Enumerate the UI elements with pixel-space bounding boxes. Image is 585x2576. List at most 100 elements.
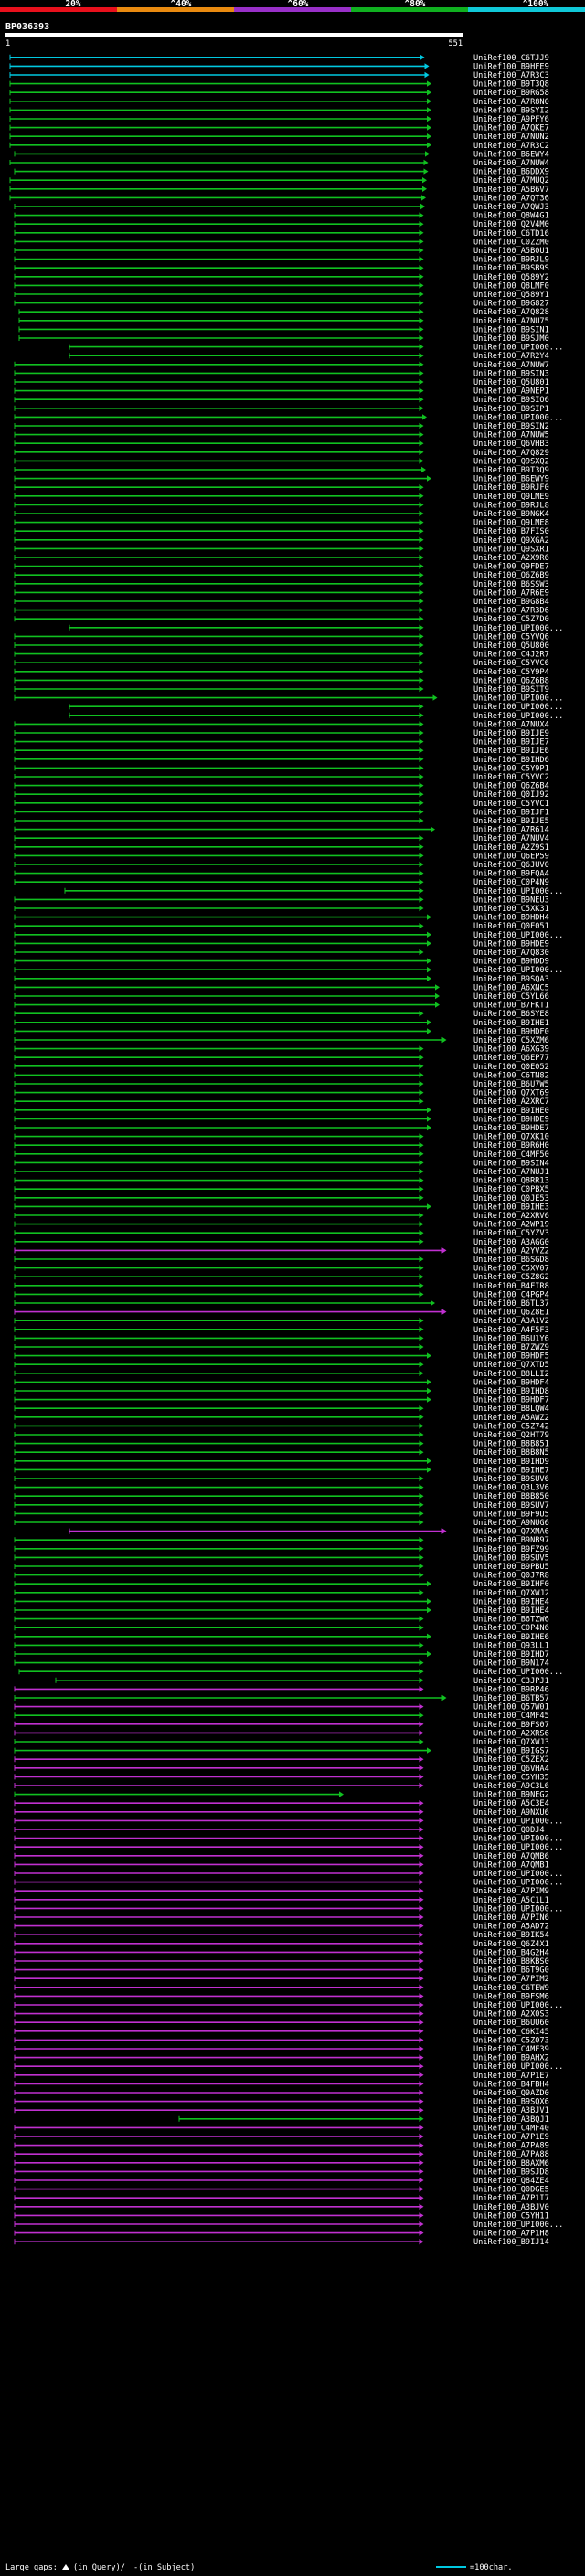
hit-label[interactable]: UniRef100_C5Z8G2 [473, 1273, 549, 1282]
hit-label[interactable]: UniRef100_UPI000... [473, 1843, 563, 1852]
hit-label[interactable]: UniRef100_Q0E051 [473, 922, 549, 931]
hit-label[interactable]: UniRef100_A7QMB1 [473, 1860, 549, 1870]
hit-label[interactable]: UniRef100_A7R6E9 [473, 588, 549, 598]
hit-label[interactable]: UniRef100_B6U7W5 [473, 1080, 549, 1089]
hit-label[interactable]: UniRef100_C5Y9P1 [473, 764, 549, 773]
hit-label[interactable]: UniRef100_Q0J7R8 [473, 1572, 549, 1581]
hit-label[interactable]: UniRef100_UPI000... [473, 2062, 563, 2072]
hit-label[interactable]: UniRef100_B9FZ99 [473, 1545, 549, 1554]
hit-label[interactable]: UniRef100_B9SYI2 [473, 106, 549, 115]
hit-label[interactable]: UniRef100_B9IJ14 [473, 2238, 549, 2247]
hit-label[interactable]: UniRef100_A7QT36 [473, 194, 549, 203]
hit-label[interactable]: UniRef100_C5Y9P4 [473, 668, 549, 677]
hit-label[interactable]: UniRef100_A7R3C3 [473, 71, 549, 80]
hit-label[interactable]: UniRef100_A2WP19 [473, 1221, 549, 1230]
hit-label[interactable]: UniRef100_Q6JUV0 [473, 861, 549, 870]
hit-label[interactable]: UniRef100_B6T9G0 [473, 1966, 549, 1976]
hit-label[interactable]: UniRef100_A2X0S3 [473, 2010, 549, 2019]
hit-label[interactable]: UniRef100_A7NUW5 [473, 431, 549, 440]
hit-label[interactable]: UniRef100_A9PFY6 [473, 115, 549, 124]
hit-label[interactable]: UniRef100_A7PIM9 [473, 1887, 549, 1896]
hit-label[interactable]: UniRef100_B8AXM6 [473, 2159, 549, 2168]
hit-label[interactable]: UniRef100_B9SIN1 [473, 325, 549, 334]
hit-label[interactable]: UniRef100_Q0DJ4 [473, 1826, 545, 1835]
hit-label[interactable]: UniRef100_Q6Z8E1 [473, 1309, 549, 1318]
hit-label[interactable]: UniRef100_B8B851 [473, 1440, 549, 1449]
hit-label[interactable]: UniRef100_C5YVQ6 [473, 632, 549, 641]
hit-label[interactable]: UniRef100_Q6EP59 [473, 852, 549, 861]
hit-label[interactable]: UniRef100_B9IHE6 [473, 1633, 549, 1642]
hit-label[interactable]: UniRef100_A2YVZ2 [473, 1246, 549, 1256]
hit-label[interactable]: UniRef100_A3BJV0 [473, 2203, 549, 2212]
hit-label[interactable]: UniRef100_A4F5F3 [473, 1326, 549, 1335]
hit-label[interactable]: UniRef100_B9IJE9 [473, 729, 549, 738]
hit-label[interactable]: UniRef100_B9NB97 [473, 1536, 549, 1545]
hit-label[interactable]: UniRef100_A7R614 [473, 826, 549, 835]
hit-label[interactable]: UniRef100_Q589Y1 [473, 291, 549, 300]
hit-label[interactable]: UniRef100_Q6VHA4 [473, 1765, 549, 1774]
hit-label[interactable]: UniRef100_Q7XK10 [473, 1133, 549, 1142]
hit-label[interactable]: UniRef100_Q6Z6B4 [473, 782, 549, 791]
hit-label[interactable]: UniRef100_A7R2Y4 [473, 352, 549, 361]
hit-label[interactable]: UniRef100_B9IJE6 [473, 747, 549, 756]
hit-label[interactable]: UniRef100_Q8W4G1 [473, 212, 549, 221]
hit-label[interactable]: UniRef100_B9RJF0 [473, 483, 549, 493]
hit-label[interactable]: UniRef100_C0ZZM0 [473, 238, 549, 247]
hit-label[interactable]: UniRef100_B9HDF7 [473, 1396, 549, 1405]
hit-label[interactable]: UniRef100_C5XZM6 [473, 1036, 549, 1045]
hit-label[interactable]: UniRef100_C5YVC6 [473, 659, 549, 668]
hit-label[interactable]: UniRef100_A2Z9S1 [473, 843, 549, 853]
hit-label[interactable]: UniRef100_B9IGS7 [473, 1747, 549, 1756]
hit-label[interactable]: UniRef100_C4MF39 [473, 2045, 549, 2054]
hit-label[interactable]: UniRef100_Q6EP77 [473, 1054, 549, 1063]
hit-label[interactable]: UniRef100_A7PA88 [473, 2150, 549, 2159]
hit-label[interactable]: UniRef100_A7NUX4 [473, 720, 549, 729]
hit-label[interactable]: UniRef100_B9SIN2 [473, 422, 549, 431]
hit-label[interactable]: UniRef100_B7ZWZ9 [473, 1343, 549, 1352]
hit-label[interactable]: UniRef100_A7P1I7 [473, 2194, 549, 2203]
hit-label[interactable]: UniRef100_B9HDH4 [473, 914, 549, 923]
hit-label[interactable]: UniRef100_C6TEW9 [473, 1984, 549, 1993]
hit-label[interactable]: UniRef100_A6XNC5 [473, 983, 549, 992]
hit-label[interactable]: UniRef100_Q9AZD0 [473, 2089, 549, 2098]
hit-label[interactable]: UniRef100_B9G827 [473, 300, 549, 309]
hit-label[interactable]: UniRef100_C4MF50 [473, 1150, 549, 1160]
hit-label[interactable]: UniRef100_B9NEU3 [473, 896, 549, 905]
hit-label[interactable]: UniRef100_Q7XWJ2 [473, 1589, 549, 1598]
hit-label[interactable]: UniRef100_A7Q829 [473, 449, 549, 458]
hit-label[interactable]: UniRef100_B9SUV6 [473, 1475, 549, 1484]
hit-label[interactable]: UniRef100_B9SJD8 [473, 2168, 549, 2177]
hit-label[interactable]: UniRef100_Q5U800 [473, 641, 549, 651]
hit-label[interactable]: UniRef100_B9IHD6 [473, 756, 549, 765]
hit-label[interactable]: UniRef100_A7Q828 [473, 308, 549, 317]
hit-label[interactable]: UniRef100_UPI000... [473, 966, 563, 975]
hit-label[interactable]: UniRef100_Q8RR13 [473, 1177, 549, 1186]
hit-label[interactable]: UniRef100_B8B850 [473, 1492, 549, 1501]
hit-label[interactable]: UniRef100_C3JPJ1 [473, 1677, 549, 1686]
hit-label[interactable]: UniRef100_UPI000... [473, 2001, 563, 2010]
hit-label[interactable]: UniRef100_B9T3Q9 [473, 466, 549, 475]
hit-label[interactable]: UniRef100_B9IHD9 [473, 1458, 549, 1467]
hit-label[interactable]: UniRef100_B9IHE3 [473, 1203, 549, 1212]
hit-label[interactable]: UniRef100_B9HDF5 [473, 1352, 549, 1362]
hit-label[interactable]: UniRef100_B9SUV5 [473, 1553, 549, 1563]
hit-label[interactable]: UniRef100_A9NUG6 [473, 1519, 549, 1528]
hit-label[interactable]: UniRef100_B9IHD7 [473, 1650, 549, 1659]
hit-label[interactable]: UniRef100_B4G2H4 [473, 1948, 549, 1957]
hit-label[interactable]: UniRef100_C5Z073 [473, 2036, 549, 2045]
hit-label[interactable]: UniRef100_B9IHE4 [473, 1597, 549, 1606]
hit-label[interactable]: UniRef100_B6EWY4 [473, 150, 549, 159]
hit-label[interactable]: UniRef100_B9FS07 [473, 1721, 549, 1730]
hit-label[interactable]: UniRef100_Q2HT79 [473, 1431, 549, 1440]
hit-label[interactable]: UniRef100_B6U1Y6 [473, 1334, 549, 1343]
hit-label[interactable]: UniRef100_A7Q830 [473, 949, 549, 958]
hit-label[interactable]: UniRef100_B9HDE7 [473, 1124, 549, 1133]
hit-label[interactable]: UniRef100_A5AD72 [473, 1923, 549, 1932]
hit-label[interactable]: UniRef100_B9SIP1 [473, 405, 549, 414]
hit-label[interactable]: UniRef100_B6DDX9 [473, 168, 549, 177]
hit-label[interactable]: UniRef100_B9RJL9 [473, 256, 549, 265]
hit-label[interactable]: UniRef100_B9FQA4 [473, 870, 549, 879]
hit-label[interactable]: UniRef100_B9HDF0 [473, 1027, 549, 1036]
hit-label[interactable]: UniRef100_A7PIM2 [473, 1975, 549, 1984]
hit-label[interactable]: UniRef100_B9IHD8 [473, 1387, 549, 1396]
